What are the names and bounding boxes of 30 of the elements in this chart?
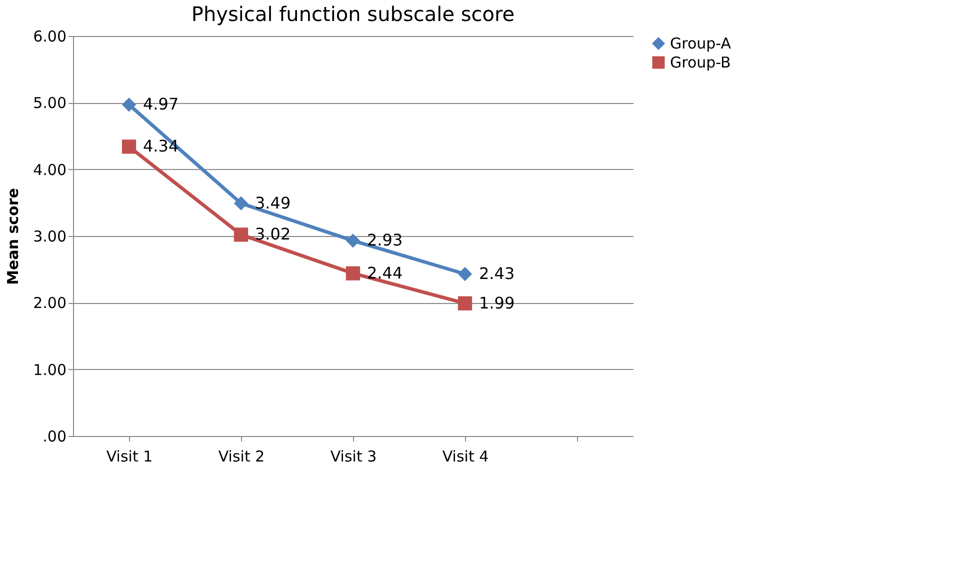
data-label: 1.99 xyxy=(479,293,515,312)
point xyxy=(458,266,472,282)
point xyxy=(234,196,248,210)
y-tick-label: .00 xyxy=(42,428,66,446)
data-label: 2.43 xyxy=(479,264,515,283)
data-label: 4.97 xyxy=(143,94,179,114)
x-tick-label: Visit 2 xyxy=(218,448,265,466)
chart-title: Physical function subscale score xyxy=(191,2,515,26)
y-tick-label: 4.00 xyxy=(33,160,66,179)
y-tick-label: 5.00 xyxy=(33,94,66,112)
y-tick-label: 3.00 xyxy=(33,228,66,246)
point xyxy=(346,234,360,248)
x-tick-label: Visit 3 xyxy=(330,448,377,466)
y-tick-label: 6.00 xyxy=(33,28,66,46)
y-tick-label: 1.00 xyxy=(33,360,66,379)
legend-label: Group-A xyxy=(670,34,732,52)
point xyxy=(234,228,248,242)
data-label: 3.02 xyxy=(255,224,291,244)
point xyxy=(346,266,360,280)
data-label: 2.93 xyxy=(367,230,403,250)
x-tick-label: Visit 4 xyxy=(442,448,489,466)
data-label: 2.44 xyxy=(367,263,403,282)
legend-label: Group-B xyxy=(670,54,731,72)
y-axis-title: Mean score xyxy=(4,188,22,285)
data-label: 3.49 xyxy=(255,193,291,212)
point xyxy=(458,296,472,310)
y-tick-label: 2.00 xyxy=(33,294,66,312)
point xyxy=(122,98,136,112)
point xyxy=(122,140,136,154)
x-tick-label: Visit 1 xyxy=(106,448,153,466)
